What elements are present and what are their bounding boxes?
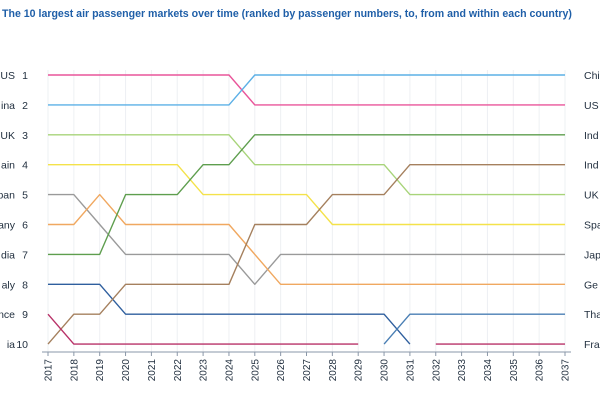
right-country-label-1: Chi <box>584 70 600 82</box>
series-lines <box>47 74 565 345</box>
right-country-label-3: Ind <box>584 130 599 142</box>
x-tick-label-2023: 2023 <box>199 359 210 382</box>
series-line-10 <box>47 163 565 345</box>
left-country-label-6: any <box>0 220 16 232</box>
x-tick-label-2018: 2018 <box>69 359 80 382</box>
x-tick-label-2030: 2030 <box>380 359 391 382</box>
series-line-9 <box>383 313 565 345</box>
rank-number-6: 6 <box>22 220 28 232</box>
series-line-11 <box>47 313 359 345</box>
left-country-label-5: pan <box>0 190 15 202</box>
x-tick-label-2033: 2033 <box>457 359 468 382</box>
x-tick-label-2019: 2019 <box>95 359 106 382</box>
right-country-label-8: Ge <box>584 279 598 291</box>
series-line-1 <box>48 74 565 106</box>
x-tick-label-2020: 2020 <box>121 359 132 382</box>
rank-number-4: 4 <box>22 160 28 172</box>
x-tick-label-2026: 2026 <box>276 359 287 382</box>
x-tick-label-2022: 2022 <box>173 359 184 382</box>
rank-number-10: 10 <box>16 339 28 351</box>
x-tick-label-2024: 2024 <box>224 359 235 382</box>
gridlines <box>47 70 566 352</box>
right-country-label-2: US <box>584 100 599 112</box>
series-line-4 <box>48 163 565 226</box>
left-country-label-2: ina <box>1 100 15 112</box>
left-country-label-8: aly <box>2 279 16 291</box>
x-tick-label-2031: 2031 <box>405 359 416 382</box>
rank-number-7: 7 <box>22 249 28 261</box>
chart-title: The 10 largest air passenger markets ove… <box>2 8 572 20</box>
x-tick-label-2028: 2028 <box>328 359 339 382</box>
x-tick-label-2029: 2029 <box>354 359 365 382</box>
series-line-7 <box>48 134 565 256</box>
x-tick-label-2034: 2034 <box>483 359 494 382</box>
x-tick-label-2027: 2027 <box>302 359 313 382</box>
left-country-label-7: dia <box>1 249 15 261</box>
x-tick-label-2032: 2032 <box>431 359 442 382</box>
x-tick-label-2025: 2025 <box>250 359 261 382</box>
rank-number-3: 3 <box>22 130 28 142</box>
series-line-3 <box>48 134 565 196</box>
x-tick-label-2017: 2017 <box>44 359 55 382</box>
x-tick-label-2021: 2021 <box>147 359 158 382</box>
x-tick-label-2035: 2035 <box>509 359 520 382</box>
left-country-label-9: nce <box>0 309 15 321</box>
right-country-label-9: Tha <box>584 309 600 321</box>
left-country-label-3: UK <box>0 130 15 142</box>
right-country-label-4: Ind <box>584 160 599 172</box>
right-country-label-6: Spa <box>584 220 600 232</box>
rank-labels: US 1 ina 2 UK 3 ain 4 pan 5 any 6 dia 7 aly 8 nce 9 ia 10 Ch… <box>0 70 600 351</box>
rank-number-9: 9 <box>22 309 28 321</box>
left-country-label-10: ia <box>7 339 15 351</box>
series-line-6 <box>48 193 565 285</box>
right-country-label-5: UK <box>584 190 599 202</box>
left-country-label-4: ain <box>1 160 15 172</box>
rank-number-5: 5 <box>22 190 28 202</box>
x-axis: 2017 2018 2019 2020 2021 2022 2023 2024 2025 2026… <box>42 351 572 382</box>
rank-number-1: 1 <box>22 70 28 82</box>
rank-number-8: 8 <box>22 279 28 291</box>
x-tick-label-2036: 2036 <box>535 359 546 382</box>
series-line-5 <box>48 193 565 285</box>
series-line-2 <box>48 74 565 106</box>
series-line-8 <box>48 283 411 345</box>
left-country-label-1: US <box>0 70 15 82</box>
rank-number-2: 2 <box>22 100 28 112</box>
right-country-label-7: Jap <box>584 249 600 261</box>
right-country-label-10: Fra <box>584 339 600 351</box>
x-tick-label-2037: 2037 <box>561 359 572 382</box>
